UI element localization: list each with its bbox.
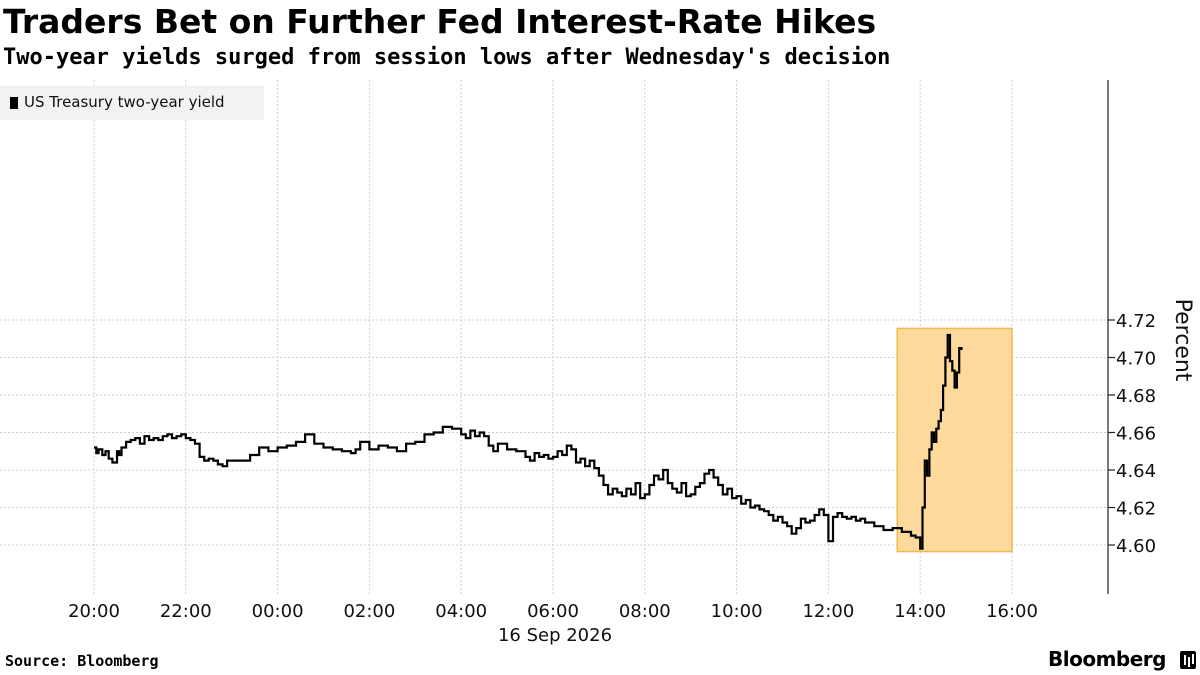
x-tick-label: 02:00 [343,601,395,622]
y-tick-label: 4.64 [1116,461,1156,482]
source-note: Source: Bloomberg [5,652,159,670]
highlight-region [896,327,1013,553]
x-ticks: 20:00 22:00 00:00 02:00 04:00 06:00 08:00 10:00… [68,601,1038,622]
x-tick-label: 14:00 [894,601,946,622]
x-tick-label: 06:00 [527,601,579,622]
x-tick-label: 10:00 [711,601,763,622]
x-tick-label: 08:00 [619,601,671,622]
chart-grid [0,80,1108,594]
y-tick-label: 4.68 [1116,386,1156,407]
y-tick-label: 4.72 [1116,311,1156,332]
y-tick-label: 4.62 [1116,499,1156,520]
y-ticks: 4.60 4.62 4.64 4.66 4.68 4.70 4.72 [1108,311,1156,557]
y-axis-label: Percent [1170,299,1195,382]
x-tick-label: 12:00 [802,601,854,622]
y-tick-label: 4.60 [1116,536,1156,557]
legend: US Treasury two-year yield [0,86,264,120]
brand-logo: Bloomberg [1048,647,1166,671]
y-tick-label: 4.70 [1116,349,1156,370]
y-tick-label: 4.66 [1116,424,1156,445]
x-tick-label: 00:00 [252,601,304,622]
x-tick-label: 22:00 [160,601,212,622]
chart-title: Traders Bet on Further Fed Interest-Rate… [3,2,877,41]
x-tick-label: 20:00 [68,601,120,622]
bloomberg-terminal-icon [1180,651,1196,669]
legend-swatch [10,97,18,109]
x-tick-label: 16:00 [986,601,1038,622]
x-tick-label: 04:00 [435,601,487,622]
legend-entry: US Treasury two-year yield [24,93,225,111]
series-line-us-treasury-two-year-yield [94,333,963,550]
x-axis-label: 16 Sep 2026 [498,625,612,646]
chart-subtitle: Two-year yields surged from session lows… [3,45,891,70]
